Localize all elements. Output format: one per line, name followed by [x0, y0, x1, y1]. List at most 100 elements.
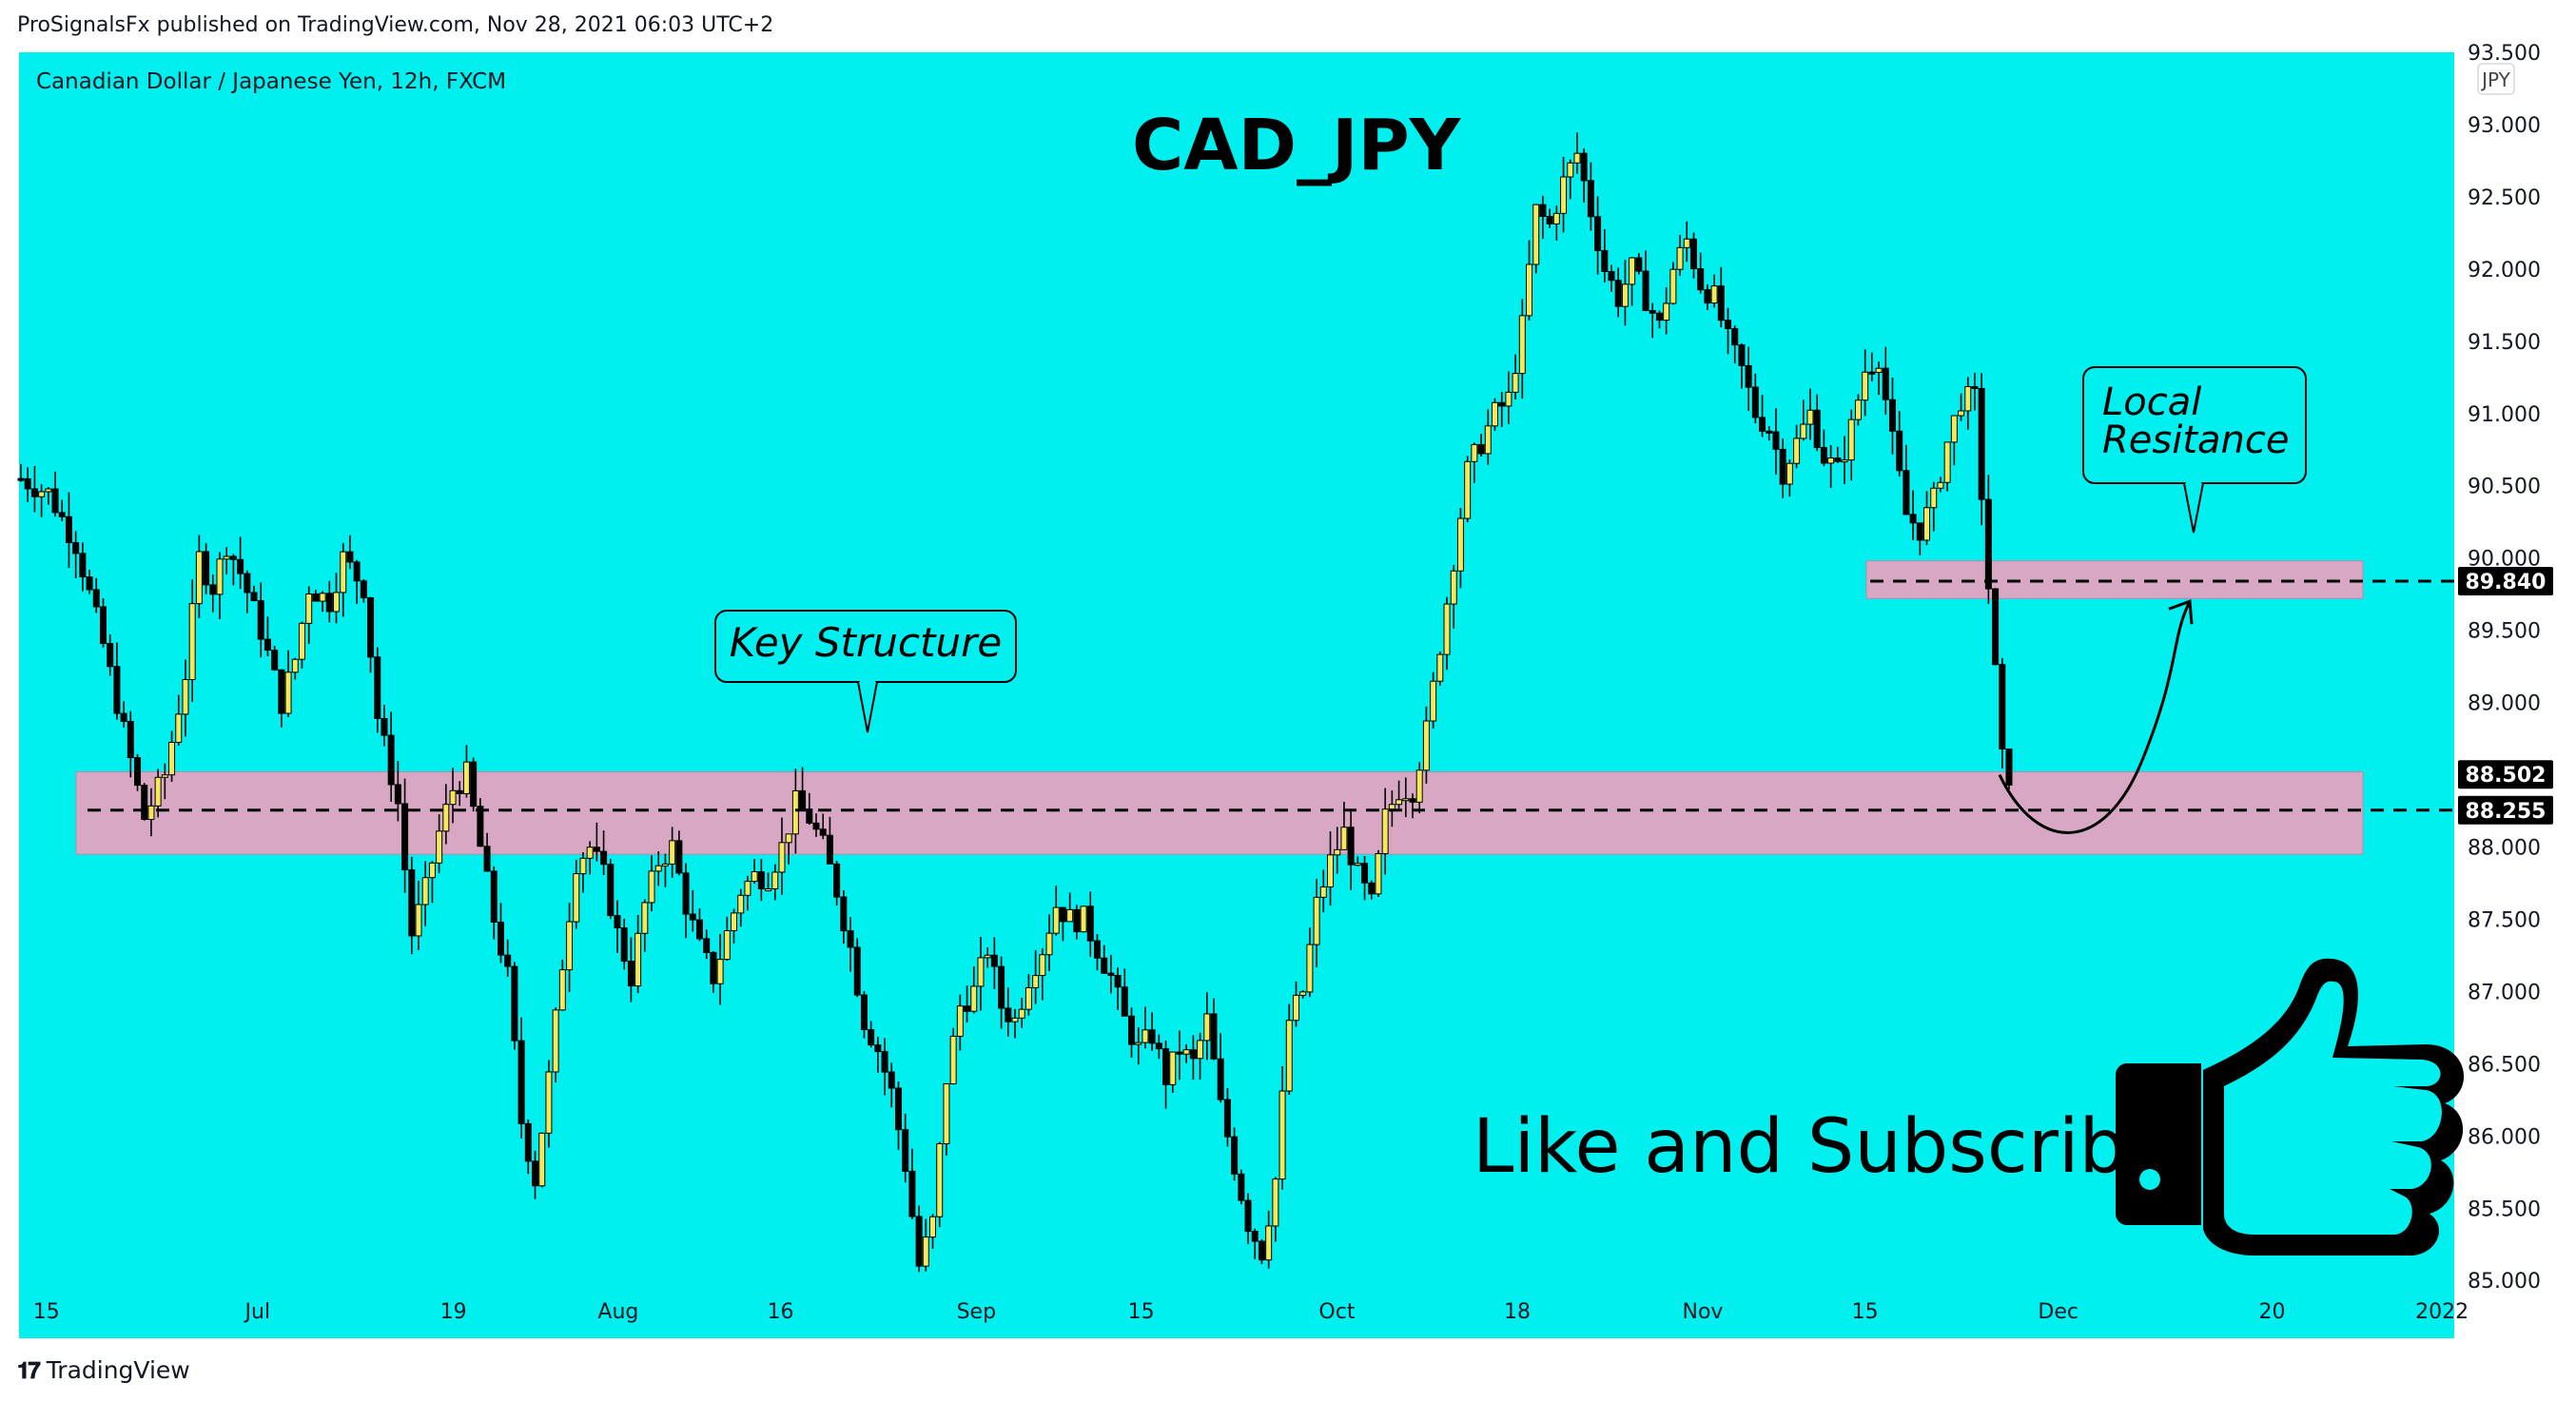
candle — [1552, 205, 1560, 241]
candle — [977, 937, 985, 1011]
candle — [1443, 596, 1451, 671]
price-tick-label: 87.000 — [2468, 981, 2541, 1004]
price-tick-label: 90.500 — [2468, 476, 2541, 499]
candle — [511, 962, 518, 1050]
candle — [1354, 856, 1361, 867]
candle — [436, 813, 443, 874]
candle — [263, 616, 271, 656]
candle — [1594, 196, 1602, 275]
candle — [483, 832, 491, 872]
candle — [1361, 856, 1369, 901]
candle — [888, 1062, 895, 1108]
candle — [1573, 132, 1581, 174]
candle — [107, 633, 114, 676]
candle — [1258, 1239, 1265, 1265]
candle — [45, 486, 52, 505]
time-tick-label: 15 — [1128, 1300, 1155, 1324]
candle — [1032, 949, 1040, 1004]
candle — [524, 1119, 532, 1175]
candle — [682, 863, 690, 939]
candle — [840, 890, 848, 944]
candle — [1381, 788, 1389, 875]
candle — [1663, 287, 1670, 335]
candle — [1375, 849, 1382, 898]
time-tick-label: 18 — [1504, 1300, 1531, 1324]
candle — [806, 792, 813, 826]
candle — [229, 554, 237, 586]
candle — [1415, 762, 1423, 814]
candle — [648, 855, 655, 912]
candle — [284, 650, 292, 718]
candle — [401, 778, 409, 893]
candle — [1093, 934, 1101, 971]
candle — [86, 569, 93, 594]
candle — [1430, 672, 1437, 730]
candle — [1080, 905, 1087, 933]
candle — [168, 730, 176, 782]
candle — [1498, 391, 1506, 427]
candle — [1101, 944, 1108, 974]
candle — [1299, 990, 1307, 999]
candle — [1107, 954, 1115, 994]
candle — [579, 852, 587, 893]
price-axis-bg — [2454, 0, 2576, 1402]
candle — [1635, 253, 1643, 275]
price-tick-label: 91.500 — [2468, 331, 2541, 355]
candle — [79, 542, 87, 592]
time-tick-label: 2022 — [2415, 1300, 2469, 1324]
time-tick-label: 19 — [440, 1300, 467, 1324]
candle — [250, 585, 258, 602]
candle — [1319, 869, 1327, 913]
candle — [1223, 1088, 1231, 1147]
time-axis[interactable]: 15 Jul 19 Aug 16 Sep 15 Oct 18 Nov 15 Dec 20 2022 — [0, 1300, 2576, 1367]
candle — [415, 880, 422, 950]
candle — [1567, 159, 1574, 200]
candle — [223, 547, 230, 574]
candle — [1292, 981, 1299, 1027]
candle — [1786, 459, 1793, 497]
candle — [902, 1113, 909, 1183]
candle — [751, 859, 758, 885]
candle — [1251, 1228, 1259, 1259]
candle — [881, 1038, 888, 1096]
candle — [1450, 565, 1457, 629]
candle — [134, 753, 142, 791]
price-label: 88.255 — [2458, 795, 2553, 825]
candle — [1649, 302, 1656, 339]
candle — [2005, 748, 2013, 790]
currency-badge[interactable] — [2477, 63, 2515, 95]
price-axis[interactable]: 93.500 93.000 92.500 92.000 91.500 91.000 90.5… — [2454, 0, 2576, 1402]
candle — [517, 1017, 525, 1139]
candle — [1011, 1008, 1019, 1039]
zone-rect — [75, 771, 2364, 855]
currency-badge-label: JPY — [2480, 68, 2511, 91]
footer-brand[interactable]: 𝟏𝟕 TradingView — [17, 1356, 190, 1384]
candle — [936, 1141, 944, 1228]
candle — [442, 784, 450, 845]
candle — [1155, 1034, 1162, 1060]
candle — [1909, 490, 1917, 540]
candle — [58, 499, 66, 522]
candle — [1731, 325, 1739, 364]
candle — [1409, 793, 1416, 819]
candle — [1456, 507, 1464, 589]
candle — [819, 813, 827, 840]
price-tick-label: 92.500 — [2468, 186, 2541, 210]
candle — [237, 536, 244, 590]
candle — [1683, 221, 1690, 263]
candle — [558, 959, 566, 1011]
candle — [929, 1214, 937, 1249]
candle — [65, 492, 72, 569]
candle — [1800, 399, 1807, 441]
thumbs-up-icon — [2116, 958, 2465, 1256]
key-structure-label: Key Structure — [730, 619, 1002, 666]
candle — [614, 900, 621, 953]
candle — [860, 991, 868, 1039]
svg-text:88.255: 88.255 — [2466, 800, 2547, 824]
candle — [1128, 1007, 1136, 1058]
candle — [1347, 810, 1355, 890]
candle — [1505, 371, 1512, 424]
candle — [428, 861, 436, 904]
candle — [1655, 310, 1663, 329]
